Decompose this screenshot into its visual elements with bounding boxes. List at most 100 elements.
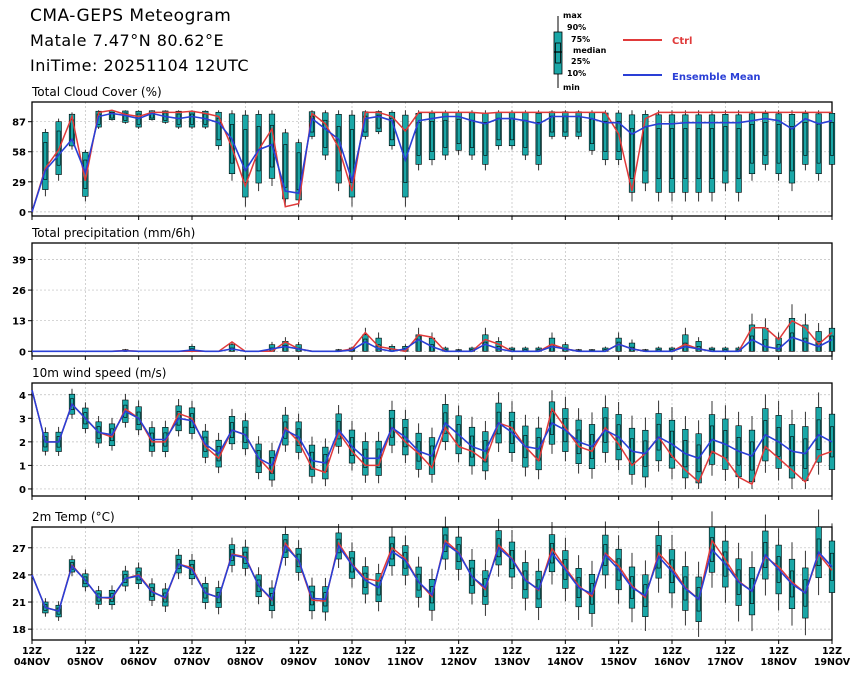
xtick-hour-2: 12Z xyxy=(129,646,149,657)
ens-box-inner xyxy=(484,122,487,155)
xtick-hour-8: 12Z xyxy=(449,646,469,657)
xtick-hour-0: 12Z xyxy=(22,646,42,657)
xtick-date-9: 13NOV xyxy=(494,657,531,668)
panel0-ytick-label: 87 xyxy=(12,118,26,129)
ens-box-inner xyxy=(724,126,727,170)
panel3-ytick-label: 24 xyxy=(12,571,26,582)
xtick-date-14: 18NOV xyxy=(760,657,797,668)
ens-box-inner xyxy=(710,129,713,179)
ens-box-inner xyxy=(830,122,833,155)
xtick-hour-6: 12Z xyxy=(342,646,362,657)
xtick-hour-5: 12Z xyxy=(289,646,309,657)
xtick-date-15: 19NOV xyxy=(814,657,851,668)
xtick-hour-3: 12Z xyxy=(182,646,202,657)
panel2-ytick-label: 3 xyxy=(19,414,26,425)
ens-box-inner xyxy=(590,119,593,144)
meteogram-svg: max90%75%median25%10%minCtrlEnsemble Mea… xyxy=(0,0,860,678)
xtick-date-7: 11NOV xyxy=(387,657,424,668)
ens-box-inner xyxy=(364,339,367,351)
ens-box-inner xyxy=(630,129,633,179)
panel3-title: 2m Temp (°C) xyxy=(32,510,115,524)
ens-box-inner xyxy=(804,122,807,155)
xtick-date-2: 06NOV xyxy=(120,657,157,668)
xtick-date-12: 16NOV xyxy=(654,657,691,668)
xtick-date-6: 10NOV xyxy=(334,657,371,668)
ens-box-inner xyxy=(750,124,753,163)
xtick-date-4: 08NOV xyxy=(227,657,264,668)
ens-box-inner xyxy=(790,126,793,170)
ens-box-inner xyxy=(457,119,460,144)
legend-label-0: max xyxy=(563,11,583,20)
ens-box-inner xyxy=(537,122,540,155)
xtick-date-11: 15NOV xyxy=(600,657,637,668)
ens-box-inner xyxy=(497,118,500,140)
ens-box-inner xyxy=(604,121,607,151)
xtick-date-3: 07NOV xyxy=(174,657,211,668)
panel2-title: 10m wind speed (m/s) xyxy=(32,366,166,380)
xtick-hour-7: 12Z xyxy=(395,646,415,657)
panel2-ytick-label: 4 xyxy=(19,391,26,402)
ens-box-inner xyxy=(550,116,553,132)
panel3-ytick-label: 21 xyxy=(12,598,26,609)
legend-ctrl-label: Ctrl xyxy=(672,36,692,47)
ens-box-inner xyxy=(777,124,780,163)
ens-box-inner xyxy=(817,124,820,163)
ens-box-inner xyxy=(804,338,807,351)
panel0-ytick-label: 29 xyxy=(12,178,26,189)
xtick-hour-15: 12Z xyxy=(822,646,842,657)
ens-box-inner xyxy=(577,116,580,132)
ens-box-inner xyxy=(524,120,527,147)
xtick-hour-1: 12Z xyxy=(75,646,95,657)
ens-box-inner xyxy=(417,122,420,155)
xtick-date-5: 09NOV xyxy=(280,657,317,668)
ens-box-inner xyxy=(217,118,220,140)
ens-box-inner xyxy=(284,144,287,187)
panel0-title: Total Cloud Cover (%) xyxy=(31,85,162,99)
ens-box-inner xyxy=(190,114,193,124)
panel0-ytick-label: 58 xyxy=(12,148,26,159)
panel2-ytick-label: 0 xyxy=(19,485,26,496)
panel2-ytick-label: 2 xyxy=(19,438,26,449)
ens-box-inner xyxy=(417,336,420,351)
panel3-ytick-label: 27 xyxy=(12,544,26,555)
ens-box-inner xyxy=(444,120,447,147)
xtick-date-8: 12NOV xyxy=(440,657,477,668)
xtick-hour-4: 12Z xyxy=(235,646,255,657)
panel1-title: Total precipitation (mm/6h) xyxy=(31,226,195,240)
panel3-ytick-label: 18 xyxy=(12,625,26,636)
panel1-ytick-label: 0 xyxy=(19,347,26,358)
ens-box-inner xyxy=(430,121,433,151)
xtick-hour-12: 12Z xyxy=(662,646,682,657)
ens-box-inner xyxy=(750,336,753,351)
ens-box-inner xyxy=(657,129,660,179)
ens-box-inner xyxy=(684,129,687,179)
xtick-hour-11: 12Z xyxy=(609,646,629,657)
legend-box-inner xyxy=(556,43,561,63)
legend-label-2: 75% xyxy=(571,35,590,44)
xtick-date-10: 14NOV xyxy=(547,657,584,668)
ens-box-inner xyxy=(244,130,247,183)
legend-mean-label: Ensemble Mean xyxy=(672,72,761,83)
xtick-date-13: 17NOV xyxy=(707,657,744,668)
panel2-ytick-label: 1 xyxy=(19,461,26,472)
panel1-ytick-label: 26 xyxy=(12,286,26,297)
ens-box-inner xyxy=(670,129,673,179)
panel0-ytick-label: 0 xyxy=(19,208,26,219)
legend-label-4: 25% xyxy=(571,57,590,66)
xtick-hour-10: 12Z xyxy=(555,646,575,657)
legend-label-5: 10% xyxy=(567,69,586,78)
ens-box-inner xyxy=(564,116,567,132)
xtick-hour-14: 12Z xyxy=(769,646,789,657)
xtick-date-1: 05NOV xyxy=(67,657,104,668)
ens-box-inner xyxy=(510,118,513,140)
xtick-date-0: 04NOV xyxy=(14,657,51,668)
ens-box-inner xyxy=(644,126,647,170)
ens-box-inner xyxy=(830,336,833,351)
ens-box-inner xyxy=(697,129,700,179)
legend-label-3: median xyxy=(573,46,607,55)
ens-box-inner xyxy=(764,122,767,155)
panel1-ytick-label: 39 xyxy=(12,255,26,266)
xtick-hour-9: 12Z xyxy=(502,646,522,657)
ens-box-inner xyxy=(737,129,740,179)
panel1-ytick-label: 13 xyxy=(12,317,26,328)
